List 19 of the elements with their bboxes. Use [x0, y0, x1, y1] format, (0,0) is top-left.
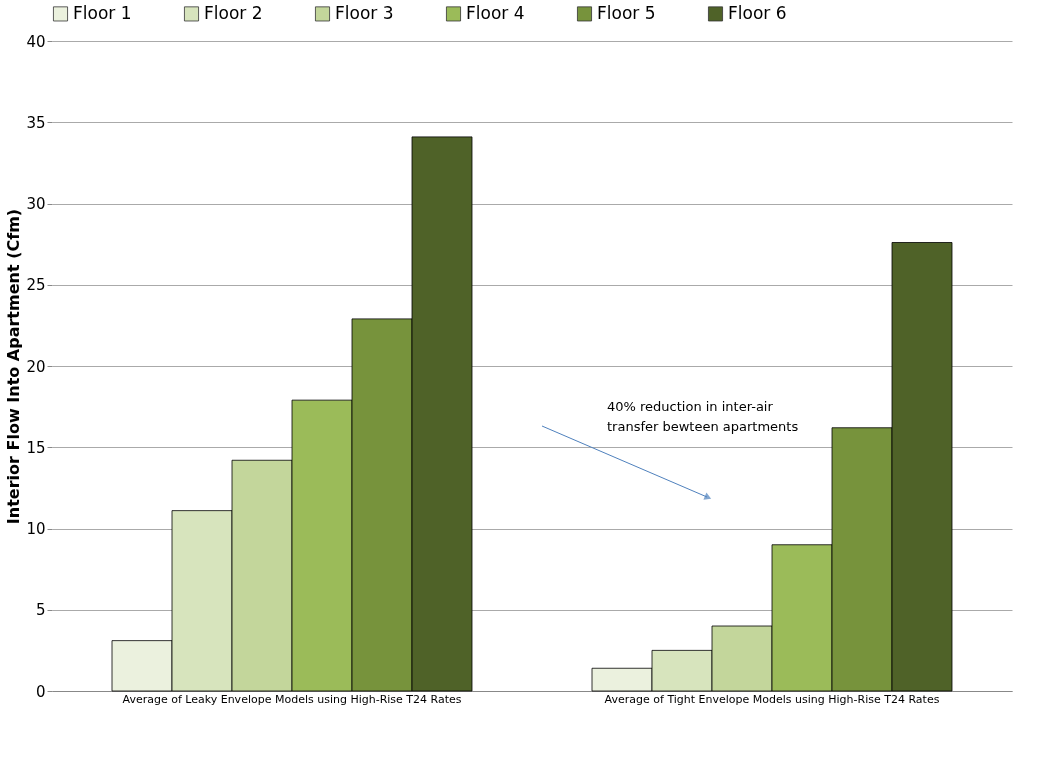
- y-tick-label: 40: [26, 32, 46, 51]
- annotation: 40% reduction in inter-air transfer bewteen apartments: [607, 399, 799, 434]
- legend-label: Floor 5: [597, 2, 656, 23]
- x-tick-label: Average of Tight Envelope Models using High-Rise T24 Rates: [604, 692, 940, 706]
- y-tick-label: 5: [35, 601, 46, 620]
- y-tick-label: 30: [26, 195, 46, 213]
- legend-label: Floor 6: [728, 2, 787, 23]
- y-tick-label: 35: [26, 113, 46, 132]
- y-tick-label: 20: [26, 357, 46, 376]
- x-tick-label: Average of Leaky Envelope Models using High-Rise T24 Rates: [122, 692, 462, 706]
- legend-label: Floor 4: [466, 2, 525, 23]
- y-tick-label: 15: [26, 438, 46, 457]
- legend-label: Floor 1: [73, 2, 132, 23]
- y-tick-label: 0: [35, 682, 46, 701]
- y-tick-label: 10: [26, 520, 46, 538]
- y-tick-label: 25: [26, 276, 46, 295]
- legend-label: Floor 2: [204, 2, 263, 23]
- legend-label: Floor 3: [335, 2, 394, 23]
- y-axis-title: Interior Flow Into Apartment (Cfm): [4, 208, 24, 525]
